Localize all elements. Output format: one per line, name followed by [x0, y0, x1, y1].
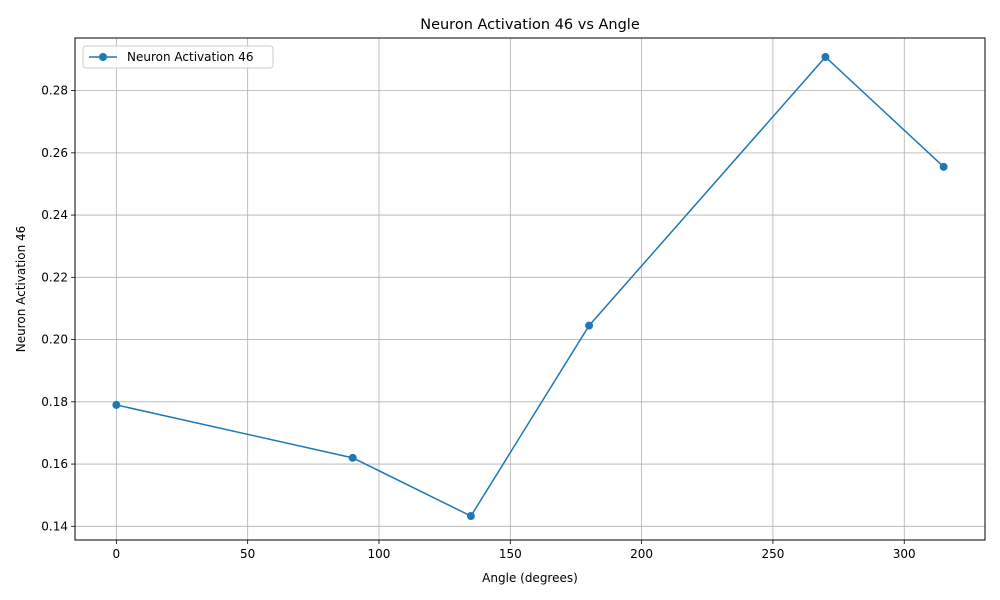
- y-tick-label: 0.22: [41, 270, 68, 284]
- legend-entry-label: Neuron Activation 46: [127, 50, 254, 64]
- x-tick-label: 300: [893, 547, 916, 561]
- grid: [75, 38, 985, 540]
- y-tick-label: 0.20: [41, 333, 68, 347]
- data-point: [585, 321, 594, 330]
- x-tick-label: 0: [113, 547, 121, 561]
- x-axis-label: Angle (degrees): [482, 571, 578, 585]
- y-tick-label: 0.26: [41, 146, 68, 160]
- plot-frame: [74, 37, 986, 541]
- y-axis-label: Neuron Activation 46: [14, 226, 28, 353]
- series-line: [116, 55, 945, 518]
- x-axis-ticks: 0 50 100 150 200 250 300: [113, 540, 916, 561]
- y-tick-label: 0.16: [41, 457, 68, 471]
- data-point: [939, 162, 948, 171]
- legend: Neuron Activation 46: [82, 45, 274, 69]
- chart-title: Neuron Activation 46 vs Angle: [420, 17, 640, 33]
- x-tick-label: 250: [761, 547, 784, 561]
- x-tick-label: 50: [240, 547, 255, 561]
- x-tick-label: 200: [630, 547, 653, 561]
- y-tick-label: 0.18: [41, 395, 68, 409]
- data-point: [466, 512, 475, 521]
- y-tick-label: 0.28: [41, 84, 68, 98]
- y-tick-label: 0.24: [41, 208, 68, 222]
- data-point: [348, 453, 357, 462]
- legend-box: [82, 45, 274, 69]
- x-tick-label: 100: [368, 547, 391, 561]
- data-point: [821, 52, 830, 61]
- y-tick-label: 0.14: [41, 519, 68, 533]
- y-axis-ticks: 0.14 0.16 0.18 0.20 0.22 0.24 0.26 0.28: [41, 84, 75, 533]
- legend-marker-swatch: [99, 53, 107, 61]
- data-point: [112, 400, 121, 409]
- x-tick-label: 150: [499, 547, 522, 561]
- series-layer: [112, 52, 948, 521]
